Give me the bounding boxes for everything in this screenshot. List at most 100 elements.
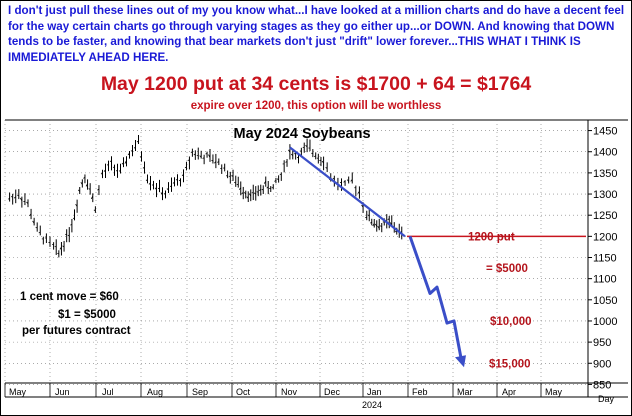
price-tick: [263, 181, 267, 184]
month-label: Jun: [55, 387, 70, 397]
price-tick: [103, 169, 106, 172]
month-label: May: [9, 387, 27, 397]
y-tick-label: 950: [593, 337, 611, 349]
price-tick: [202, 157, 205, 159]
strike-label: 1200 put: [468, 231, 515, 243]
price-tick: [70, 224, 73, 226]
price-tick: [346, 179, 349, 182]
put-price-headline: May 1200 put at 34 cents is $1700 + 64 =…: [100, 73, 532, 95]
price-tick: [80, 182, 83, 185]
target-label: $10,000: [490, 316, 532, 328]
price-tick: [85, 183, 88, 187]
price-tick: [11, 196, 13, 198]
price-tick: [290, 153, 294, 156]
y-tick-label: 850: [593, 379, 611, 391]
price-tick: [276, 178, 279, 181]
price-tick: [319, 159, 322, 162]
y-tick-label: 1000: [593, 316, 617, 328]
price-tick: [77, 189, 80, 192]
month-label: Nov: [281, 387, 298, 397]
price-tick: [154, 187, 157, 190]
price-tick: [90, 195, 94, 200]
price-tick: [184, 166, 187, 169]
price-tick: [246, 196, 249, 199]
y-tick-label: 1300: [593, 189, 617, 201]
price-tick: [130, 150, 133, 152]
price-tick: [67, 234, 70, 237]
price-tick: [288, 149, 291, 153]
y-tick-label: 1150: [593, 253, 617, 265]
price-tick: [217, 161, 219, 163]
price-tick: [20, 197, 23, 201]
y-tick-label: 900: [593, 358, 611, 370]
day-unit-label: Day: [598, 394, 615, 404]
price-tick: [178, 179, 181, 182]
price-tick: [35, 227, 38, 229]
price-tick: [166, 188, 169, 191]
price-tick: [148, 182, 151, 185]
price-tick: [38, 231, 41, 234]
y-tick-label: 1100: [593, 274, 617, 286]
month-label: Mar: [457, 387, 473, 397]
price-tick: [285, 161, 288, 163]
price-tick: [332, 177, 335, 180]
month-label: Aug: [147, 387, 163, 397]
price-tick: [59, 246, 62, 250]
y-tick-label: 1450: [593, 126, 617, 138]
contract-note: 1 cent move = $60: [20, 291, 119, 303]
price-tick: [296, 156, 299, 159]
price-tick: [199, 155, 202, 158]
price-tick: [350, 179, 353, 182]
price-tick: [361, 204, 364, 208]
price-tick: [325, 166, 328, 169]
price-tick: [97, 188, 100, 191]
price-tick: [160, 192, 163, 196]
price-tick: [121, 162, 124, 166]
price-tick: [190, 151, 193, 153]
target-label: = $5000: [486, 263, 528, 275]
price-tick: [231, 175, 234, 177]
price-tick: [136, 140, 139, 143]
price-tick: [370, 222, 372, 224]
price-tick: [389, 222, 393, 226]
price-tick: [7, 198, 10, 200]
price-tick: [214, 161, 217, 164]
contract-note: per futures contract: [22, 325, 131, 337]
price-tick: [142, 166, 145, 169]
price-tick: [109, 160, 112, 162]
projection-arrowhead: [455, 355, 466, 368]
price-tick: [172, 181, 175, 184]
y-tick-label: 1250: [593, 210, 617, 222]
price-tick: [151, 184, 154, 186]
price-tick: [139, 156, 142, 158]
month-label: Apr: [502, 387, 516, 397]
month-label: Oct: [236, 387, 251, 397]
projection-path: [408, 235, 464, 364]
price-tick: [261, 188, 264, 191]
month-label: Jul: [102, 387, 114, 397]
chart-title: May 2024 Soybeans: [233, 126, 370, 142]
month-label: Jan: [367, 387, 382, 397]
y-tick-label: 1400: [593, 147, 617, 159]
month-label: Sep: [192, 387, 208, 397]
price-tick: [357, 191, 360, 194]
price-tick: [175, 179, 178, 181]
price-tick: [75, 203, 78, 207]
expire-note: expire over 1200, this option will be wo…: [190, 100, 442, 112]
price-tick: [181, 174, 184, 177]
price-tick: [193, 153, 196, 156]
price-tick: [377, 225, 380, 229]
price-tick: [145, 179, 148, 182]
contract-note: $1 = $5000: [58, 309, 116, 321]
commentary-text: I don't just pull these lines out of my …: [8, 4, 625, 64]
price-tick: [234, 182, 236, 184]
price-tick: [380, 225, 382, 227]
price-tick: [163, 193, 166, 195]
downtrend-line: [289, 146, 406, 238]
price-bars: [7, 135, 403, 258]
y-tick-label: 1050: [593, 295, 617, 307]
grid-lines: [4, 119, 628, 398]
price-tick: [238, 187, 242, 190]
price-tick: [26, 201, 29, 205]
